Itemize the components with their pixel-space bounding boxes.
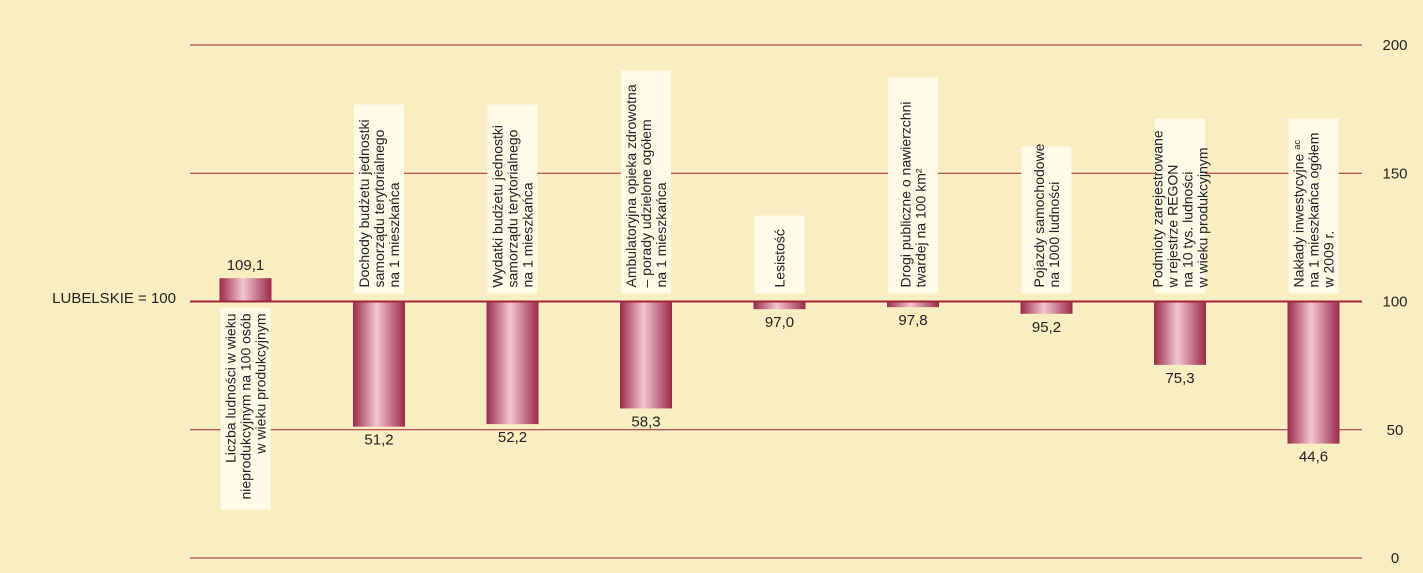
bar [353,301,405,427]
category-label-line: w wieku produkcyjnym [253,314,269,455]
category-label-line: Wydatki budżetu jednostki [490,125,506,288]
category-label-line: Lesistość [772,229,788,287]
category-label-line: w wieku produkcyjnym [1195,147,1211,288]
category-label-box [1021,146,1072,294]
category-label-line: Drogi publiczne o nawierzchni [898,102,914,288]
data-label: 52,2 [498,429,527,446]
category-label: Ambulatoryjna opieka zdrowotna – porady u… [623,84,669,287]
category-label-box [621,70,671,294]
data-label: 44,6 [1299,449,1328,466]
category-label-line: Nakłady inwestycyjne ᵃᶜ [1291,140,1307,288]
category-label: Lesistość [772,229,788,287]
category-label-line: Ambulatoryjna opieka zdrowotna [623,84,639,287]
y-tick-label: 0 [1391,550,1399,567]
category-label: Wydatki budżetu jednostki samorządu teryt… [490,125,536,288]
category-label: Dochody budżetu jednostki samorządu teryt… [356,119,402,287]
bar [1020,301,1073,314]
y-axis-ticks: 0 50 100 150 200 [1382,37,1407,567]
category-label: Liczba ludności w wieku nieprodukcyjnym n… [223,313,269,499]
category-label-line: nieprodukcyjnym na 100 osób [238,313,254,499]
category-label-line: twardej na 100 km² [913,168,929,287]
category-label-box [754,215,805,294]
bar [753,301,806,310]
y-tick-label: 100 [1382,294,1407,311]
category-label-line: – porady udzielone ogółem [638,119,654,287]
bar [1154,301,1206,365]
bar [620,301,672,409]
bar [486,301,539,425]
data-label: 97,8 [898,312,927,329]
baseline-label: LUBELSKIE = 100 [52,290,176,307]
category-label-line: Pojazdy samochodowe [1031,143,1047,287]
category-label-box [487,104,538,294]
category-label-line: samorządu terytorialnego [505,129,521,287]
bar [887,301,939,308]
category-label-line: na 1 mieszkańca ogółem [1306,133,1322,288]
category-label-box [1288,118,1339,294]
category-label-box [354,104,404,294]
category-label-box [220,307,271,510]
category-label-line: samorządu terytorialnego [371,129,387,287]
category-label-box [1155,118,1205,294]
category-label-boxes: Liczba ludności w wieku nieprodukcyjnym n… [220,70,1339,510]
bar [219,278,272,302]
category-label-line: na 10 tys. ludności [1180,172,1196,288]
data-label: 109,1 [227,257,265,274]
category-label-line: na 1 mieszkańca [653,182,669,287]
category-label-line: w rejestrze REGON [1165,165,1181,289]
category-label: Podmioty zarejestrowane w rejestrze REGON… [1150,130,1211,288]
category-label-line: Liczba ludności w wieku [223,314,239,463]
bars: 109,1 51,2 52,2 58,3 97,0 97,8 95,2 75,3 44,6 [219,257,1340,466]
category-label-line: Podmioty zarejestrowane [1150,130,1166,287]
category-label-box [888,77,938,294]
data-label: 51,2 [364,432,393,449]
category-label: Pojazdy samochodowe na 1000 ludności [1031,143,1062,287]
category-label-line: na 1 mieszkańca [520,182,536,287]
category-label-line: Dochody budżetu jednostki [356,119,372,287]
data-label: 58,3 [631,413,660,430]
y-tick-label: 200 [1382,37,1407,54]
data-label: 95,2 [1032,319,1061,336]
category-label-line: na 1 mieszkańca [386,182,402,287]
y-tick-label: 50 [1387,422,1404,439]
data-label: 97,0 [765,314,794,331]
category-label-line: na 1000 ludności [1046,182,1062,288]
y-tick-label: 150 [1382,165,1407,182]
bar [1287,301,1340,444]
category-label: Nakłady inwestycyjne ᵃᶜ na 1 mieszkańca o… [1291,133,1337,289]
data-label: 75,3 [1165,370,1194,387]
category-label: Drogi publiczne o nawierzchni twardej na … [898,102,929,288]
category-label-line: w 2009 r. [1321,231,1337,289]
